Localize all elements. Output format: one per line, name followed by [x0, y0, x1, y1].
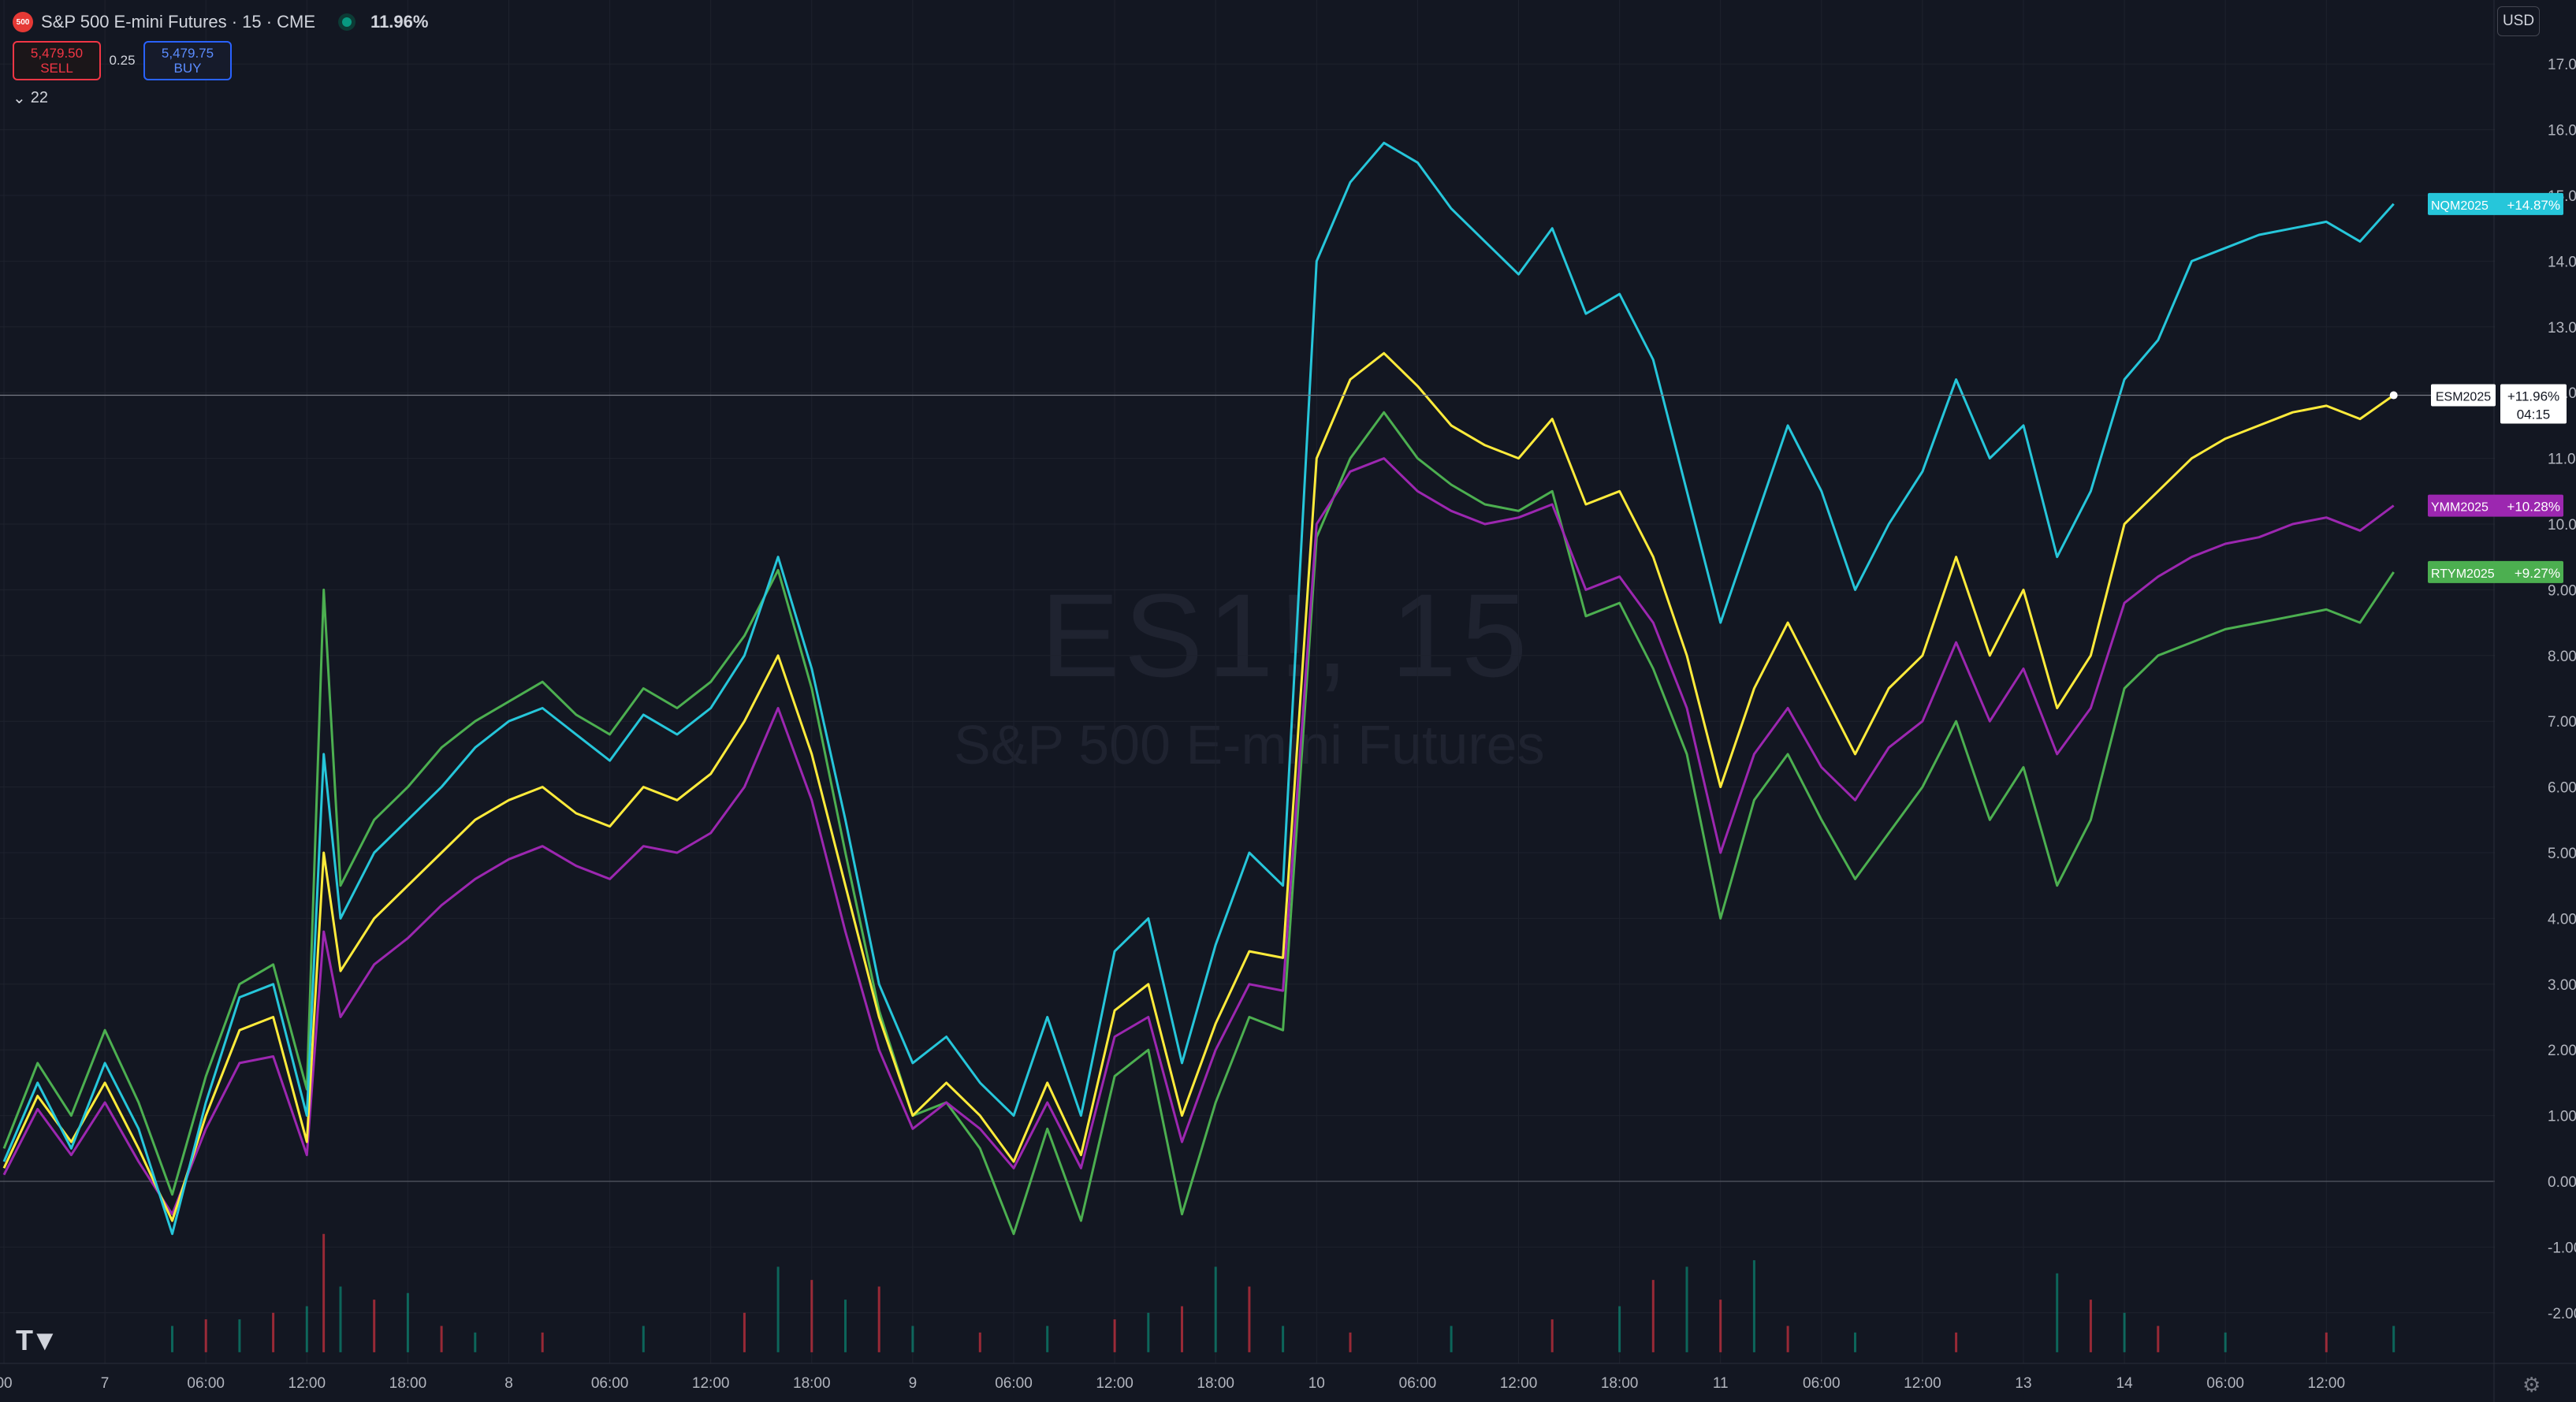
currency-button[interactable]: USD: [2497, 6, 2540, 36]
time-axis-label: 18:00: [1197, 1375, 1234, 1392]
price-axis-label: 8.00%: [2548, 649, 2576, 665]
price-axis-label: 5.00%: [2548, 846, 2576, 862]
watermark-description: S&P 500 E-mini Futures: [954, 714, 1545, 775]
series-value-tag: [2500, 384, 2567, 424]
time-axis-label: 7: [101, 1375, 110, 1392]
sell-label: SELL: [40, 61, 73, 76]
price-axis-label: 3.00%: [2548, 977, 2576, 994]
series-line-RTYM2025[interactable]: [2, 411, 2395, 1236]
price-axis-label: -2.00%: [2548, 1306, 2576, 1322]
time-axis-label: 10: [1308, 1375, 1325, 1392]
time-axis-label: 11: [1713, 1375, 1729, 1392]
price-axis-label: 4.00%: [2548, 911, 2576, 928]
price-axis-label: 9.00%: [2548, 582, 2576, 599]
time-axis-label: 12:00: [1096, 1375, 1134, 1392]
time-axis-label: 9: [909, 1375, 918, 1392]
buy-button[interactable]: 5,479.75 BUY: [143, 41, 232, 80]
time-axis-label: 06:00: [591, 1375, 629, 1392]
time-axis-label: 06:00: [995, 1375, 1033, 1392]
time-axis-label: 12:00: [692, 1375, 730, 1392]
time-axis-label: 12:00: [2308, 1375, 2346, 1392]
series-line-YMM2025[interactable]: [2, 457, 2395, 1216]
series-value-text: +10.28%: [2507, 500, 2560, 515]
series-price-label-ESM2025: ESM2025 +11.96% 04:15: [2431, 384, 2567, 424]
time-axis-label: 12:00: [1500, 1375, 1538, 1392]
series-name-text: RTYM2025: [2431, 567, 2495, 581]
spread-value: 0.25: [109, 53, 136, 68]
sell-button[interactable]: 5,479.50 SELL: [13, 41, 101, 80]
sell-price: 5,479.50: [30, 46, 84, 61]
time-axis-label: 00: [0, 1375, 13, 1392]
series-line-NQM2025[interactable]: [2, 141, 2395, 1236]
buy-price: 5,479.75: [161, 46, 214, 61]
time-axis-label: 12:00: [288, 1375, 326, 1392]
price-axis-label: 6.00%: [2548, 780, 2576, 797]
time-axis-label: 06:00: [1803, 1375, 1841, 1392]
series-value-text: +14.87%: [2507, 198, 2560, 213]
chevron-down-icon: ⌄: [13, 90, 26, 107]
market-status-icon[interactable]: [342, 17, 352, 27]
symbol-title[interactable]: S&P 500 E-mini Futures · 15 · CME: [41, 12, 316, 32]
price-axis-label: 7.00%: [2548, 714, 2576, 731]
sp500-logo-icon: 500: [13, 12, 33, 32]
series-price-label-YMM2025: YMM2025 +10.28%: [2428, 494, 2563, 517]
series-name-tag: [2431, 384, 2496, 407]
gear-icon[interactable]: ⚙: [2522, 1373, 2541, 1396]
time-axis-label: 06:00: [1399, 1375, 1437, 1392]
time-axis-label: 13: [2015, 1375, 2031, 1392]
series-tag: [2428, 560, 2563, 583]
volume-series: [171, 1233, 2395, 1352]
series-value-text: +11.96%: [2507, 389, 2559, 404]
tradingview-logo-icon[interactable]: T▼: [16, 1324, 59, 1356]
series-name-text: ESM2025: [2436, 391, 2491, 404]
grid: [0, 0, 2495, 1363]
time-axis-label: 06:00: [187, 1375, 225, 1392]
price-axis-label: 1.00%: [2548, 1109, 2576, 1125]
time-axis-label: 18:00: [1601, 1375, 1639, 1392]
price-axis-label: 10.00%: [2548, 517, 2576, 534]
price-axis-label: -1.00%: [2548, 1240, 2576, 1256]
time-axis[interactable]: 00 7 06:00 12:00 18:00 8 06:00 12:00 18:00 9 06:00…: [0, 1375, 2345, 1392]
price-axis-label: 11.00%: [2548, 452, 2576, 468]
series-name-text: YMM2025: [2431, 501, 2489, 515]
series-line-ESM2025[interactable]: [2, 351, 2395, 1222]
price-axis[interactable]: 17.00%16.00%15.00%14.00%13.00%12.00%11.0…: [2548, 57, 2576, 1322]
indicators-toggle[interactable]: ⌄ 22: [13, 88, 48, 108]
watermark-symbol: ES1!, 15: [1040, 569, 1532, 701]
time-axis-label: 8: [504, 1375, 513, 1392]
buy-label: BUY: [173, 61, 202, 76]
time-axis-label: 18:00: [793, 1375, 831, 1392]
series-tag: [2428, 192, 2563, 215]
series-price-label-RTYM2025: RTYM2025 +9.27%: [2428, 560, 2563, 583]
series-tag: [2428, 494, 2563, 517]
price-axis-label: 17.00%: [2548, 57, 2576, 73]
countdown-text: 04:15: [2517, 407, 2551, 422]
change-percent: 11.96%: [370, 12, 429, 32]
time-axis-label: 06:00: [2206, 1375, 2244, 1392]
series-value-text: +9.27%: [2515, 566, 2560, 581]
time-axis-label: 12:00: [1904, 1375, 1941, 1392]
price-axis-label: 2.00%: [2548, 1043, 2576, 1059]
time-axis-label: 14: [2116, 1375, 2134, 1392]
series-price-label-NQM2025: NQM2025 +14.87%: [2428, 192, 2563, 215]
time-axis-label: 18:00: [389, 1375, 427, 1392]
trade-panel: 5,479.50 SELL 0.25 5,479.75 BUY: [13, 41, 232, 80]
series-name-text: NQM2025: [2431, 199, 2489, 213]
price-axis-label: 14.00%: [2548, 254, 2576, 270]
symbol-header: 500 S&P 500 E-mini Futures · 15 · CME 11…: [13, 6, 428, 38]
indicators-count: 22: [30, 89, 49, 106]
last-point-marker: [2389, 391, 2398, 400]
price-axis-label: 13.00%: [2548, 320, 2576, 337]
price-axis-label: 0.00%: [2548, 1174, 2576, 1191]
price-axis-label: 16.00%: [2548, 123, 2576, 139]
